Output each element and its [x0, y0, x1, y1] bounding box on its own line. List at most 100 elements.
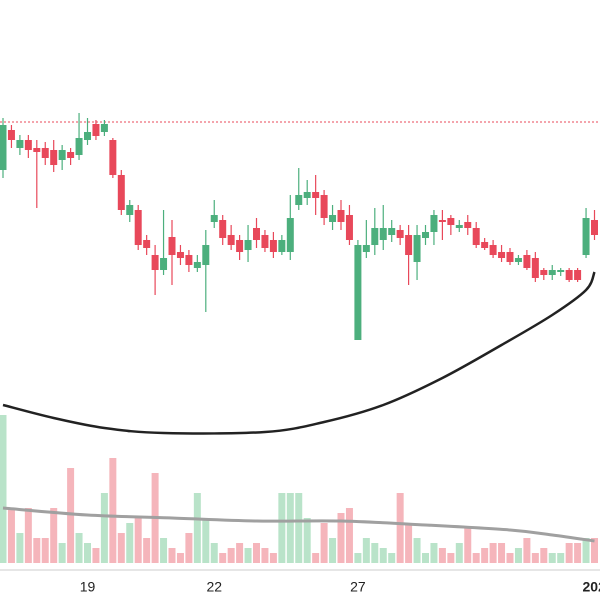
candle-body [143, 240, 151, 248]
indicator-curve [2, 271, 596, 435]
volume-bar [565, 543, 573, 563]
volume-bar [379, 548, 387, 563]
volume-bar [540, 548, 548, 563]
candle-body [0, 125, 7, 170]
volume-bar [33, 538, 41, 563]
volume-bar [312, 553, 320, 563]
candle-body [413, 235, 421, 262]
candle-body [455, 225, 463, 228]
volume-bar [388, 553, 396, 563]
volume-bar [438, 548, 446, 563]
candle-body [320, 195, 328, 218]
volume-bar [160, 538, 168, 563]
candle-body [464, 222, 472, 228]
volume-bar [582, 538, 590, 563]
volume-bar [84, 543, 91, 563]
volume-bar [329, 538, 337, 563]
candle-body [531, 258, 539, 278]
candle-body [227, 235, 235, 245]
volume-bar [303, 518, 311, 563]
volume-bar [278, 493, 286, 563]
candle-body [24, 140, 32, 150]
volume-bar [176, 553, 184, 563]
volume-bar [286, 493, 294, 563]
volume-bar [557, 553, 565, 563]
candle-body [405, 235, 413, 255]
volume-bar [7, 508, 15, 563]
candle-body [557, 270, 565, 272]
volume-bar [371, 543, 379, 563]
volume-bar [269, 553, 277, 563]
volume-bar [202, 518, 210, 563]
volume-average-line [2, 506, 595, 543]
candle-body [41, 148, 49, 158]
volume-bar [24, 508, 32, 563]
candle-body [202, 245, 210, 265]
volume-bar [498, 543, 506, 563]
volume-bar [337, 513, 345, 563]
candle-body [498, 252, 506, 258]
candle-body [176, 252, 184, 258]
candle-body [337, 210, 345, 222]
volume-bar [489, 543, 497, 563]
volume-bar [320, 523, 328, 563]
candle-body [379, 228, 387, 240]
candle-body [134, 210, 142, 245]
volume-bar [295, 493, 303, 563]
candle-body [92, 124, 100, 136]
candle-body [244, 240, 252, 250]
volume-bar [481, 548, 489, 563]
candle-body [7, 130, 15, 140]
candle-body [75, 138, 83, 155]
candle-body [261, 235, 269, 248]
volume-bar [41, 538, 49, 563]
candle-body [438, 220, 446, 222]
volume-bar [591, 538, 598, 563]
volume-bar [464, 528, 472, 563]
volume-bar [472, 553, 480, 563]
volume-bar [117, 533, 125, 563]
volume-bar [236, 543, 244, 563]
volume-bar [210, 543, 218, 563]
volume-bar [396, 493, 404, 563]
volume-bar [168, 548, 176, 563]
volume-bar [447, 553, 455, 563]
volume-bar [185, 533, 193, 563]
candle-body [489, 245, 497, 255]
candle-body [565, 270, 573, 280]
candle-body [160, 258, 168, 270]
volume-bar [100, 493, 108, 563]
candle-body [117, 175, 125, 210]
candle-body [354, 245, 362, 340]
candle-body [100, 124, 108, 132]
volume-bar [75, 533, 83, 563]
volume-bar [548, 553, 556, 563]
candle-body [472, 228, 480, 245]
candle-body [447, 218, 455, 225]
candle-body [58, 150, 66, 160]
candle-body [523, 255, 531, 268]
candle-body [168, 237, 176, 255]
candle-body [109, 140, 117, 175]
candle-body [236, 240, 244, 252]
candle-body [84, 132, 91, 140]
candle-body [345, 215, 353, 240]
volume-bar [261, 548, 269, 563]
x-tick-label: 27 [350, 579, 366, 595]
volume-bar [253, 543, 260, 563]
candle-body [574, 270, 582, 280]
volume-bar [354, 553, 362, 563]
volume-bar [134, 518, 142, 563]
candle-body [253, 228, 260, 240]
candle-body [514, 258, 522, 262]
volume-bar [16, 533, 24, 563]
candle-body [362, 245, 370, 252]
volume-bar [345, 508, 353, 563]
candle-body [371, 228, 379, 245]
volume-bar [430, 543, 438, 563]
x-tick-label: 22 [206, 579, 222, 595]
volume-bar [227, 548, 235, 563]
candle-body [278, 240, 286, 252]
